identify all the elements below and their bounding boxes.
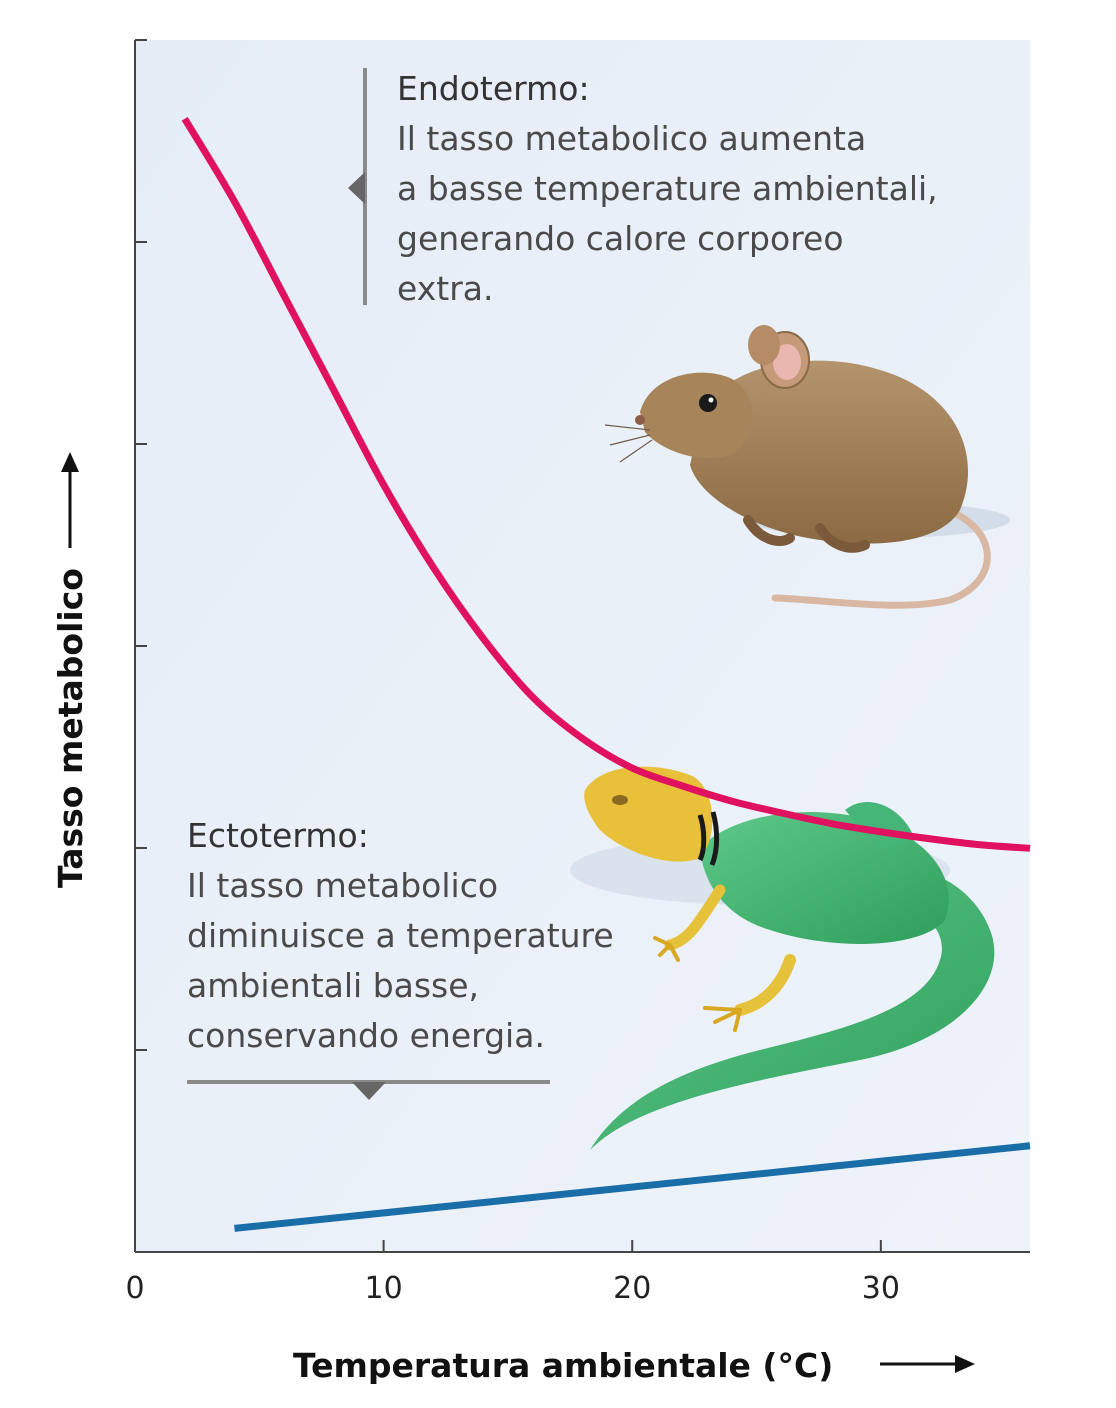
ectotherm-title: Ectotermo: [187,816,369,855]
endotherm-annotation: Endotermo: Il tasso metabolico aumenta a… [348,68,938,308]
endotherm-line-1: Il tasso metabolico aumenta [397,119,866,158]
y-axis-title: Tasso metabolico [51,568,90,888]
x-tick-label-10: 10 [365,1271,403,1306]
x-tick-label-30: 30 [862,1271,900,1306]
ectotherm-line-3: ambientali basse, [187,966,479,1005]
x-axis-title: Temperatura ambientale (°C) [293,1346,833,1385]
ectotherm-bracket-pointer [352,1082,386,1100]
endotherm-title: Endotermo: [397,69,590,108]
endotherm-line-4: extra. [397,269,493,308]
x-axis-arrow [880,1355,975,1373]
y-axis-arrow [61,452,79,548]
endotherm-line-3: generando calore corporeo [397,219,844,258]
series-line-ectotermo [234,1142,1031,1232]
series-layer [181,117,1031,1232]
x-tick-label-20: 20 [613,1271,651,1306]
series-line-endotermo [181,117,1031,852]
ectotherm-annotation: Ectotermo: Il tasso metabolico diminuisc… [187,816,614,1100]
ectotherm-line-2: diminuisce a temperature [187,916,614,955]
endotherm-line-2: a basse temperature ambientali, [397,169,938,208]
ectotherm-line-4: conservando energia. [187,1016,545,1055]
x-tick-label-0: 0 [125,1271,144,1306]
endotherm-bracket-pointer [348,172,365,204]
mouse-illustration [604,325,1010,609]
ectotherm-line-1: Il tasso metabolico [187,866,498,905]
lizard-illustration [570,766,995,1150]
